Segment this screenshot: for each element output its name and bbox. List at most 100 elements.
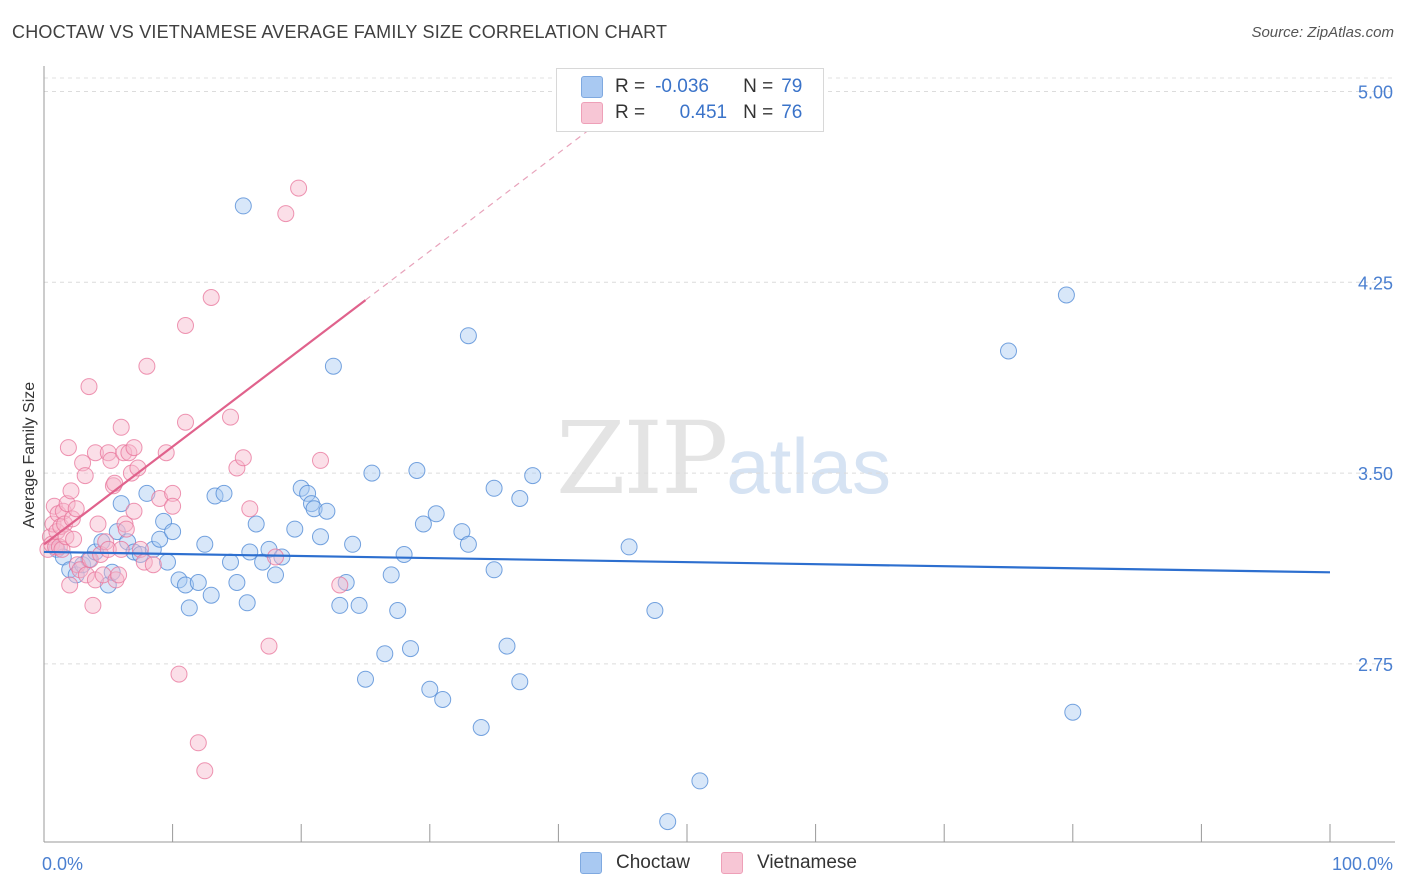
data-point	[84, 596, 102, 614]
stats-legend-row-vietnamese: R = 0.451 N = 76	[581, 101, 802, 125]
stats-legend: R = -0.036 N = 79 R = 0.451 N = 76	[556, 68, 824, 132]
data-point	[63, 510, 81, 528]
data-point	[485, 561, 503, 579]
data-point	[189, 574, 207, 591]
legend-item-choctaw[interactable]: Choctaw	[580, 852, 690, 874]
data-point	[511, 673, 529, 691]
data-point	[1057, 286, 1075, 304]
data-point	[350, 596, 368, 614]
legend-label-choctaw: Choctaw	[616, 852, 690, 873]
vietnamese-swatch	[581, 102, 603, 124]
watermark: ZIPatlas	[556, 400, 891, 517]
n-label: N =	[743, 102, 774, 123]
x-tick-label-max: 100.0%	[1332, 854, 1393, 874]
series-choctaw	[48, 197, 1082, 831]
data-point	[59, 439, 77, 457]
data-point	[421, 680, 439, 698]
x-tick-label-min: 0.0%	[42, 854, 83, 874]
data-point	[202, 586, 220, 604]
data-point	[177, 317, 194, 334]
data-point	[228, 574, 246, 591]
data-point	[202, 289, 220, 306]
tick-labels: 2.75 3.50 4.25 5.00 0.0% 100.0%	[42, 82, 1393, 874]
vietnamese-legend-swatch	[721, 852, 743, 874]
data-point	[177, 413, 194, 431]
data-point	[267, 566, 284, 584]
data-point	[459, 327, 477, 345]
choctaw-swatch	[581, 76, 603, 98]
data-point	[125, 502, 143, 520]
data-point	[331, 596, 349, 614]
data-point	[94, 566, 112, 584]
data-point	[234, 197, 252, 215]
data-point	[164, 523, 182, 541]
y-tick-label: 4.25	[1358, 273, 1393, 293]
data-point	[498, 637, 516, 655]
n-value: 79	[781, 76, 803, 97]
data-point	[299, 484, 317, 502]
r-value: -0.036	[655, 76, 709, 97]
data-point	[646, 602, 664, 619]
data-point	[164, 484, 182, 502]
data-point	[50, 538, 68, 556]
data-point	[222, 408, 239, 426]
r-value: 0.451	[679, 102, 728, 123]
legend-label-vietnamese: Vietnamese	[757, 852, 857, 873]
data-point	[215, 484, 233, 502]
data-point	[234, 449, 252, 467]
data-point	[61, 576, 79, 594]
axes	[43, 66, 1395, 843]
data-point	[277, 205, 295, 223]
n-value: 76	[781, 102, 803, 123]
data-point	[524, 467, 542, 485]
data-point	[414, 515, 432, 533]
stats-legend-row-choctaw: R = -0.036 N = 79	[581, 75, 802, 99]
data-point	[260, 637, 278, 655]
data-point	[459, 535, 477, 553]
data-point	[357, 670, 374, 688]
trend-line-vietnamese	[43, 299, 367, 546]
data-point	[389, 602, 407, 619]
legend-item-vietnamese[interactable]: Vietnamese	[721, 852, 857, 874]
data-point	[238, 594, 256, 612]
data-point	[196, 762, 214, 780]
data-point	[691, 772, 709, 790]
data-point	[170, 665, 188, 683]
trend-lines	[43, 103, 1331, 574]
y-tick-label: 5.00	[1358, 82, 1393, 102]
series-vietnamese	[39, 179, 349, 780]
data-point	[106, 474, 124, 492]
data-point	[324, 357, 342, 375]
data-point	[402, 640, 419, 658]
data-point	[273, 548, 291, 566]
data-point	[120, 444, 138, 462]
y-tick-label: 2.75	[1358, 655, 1393, 675]
data-point	[112, 495, 130, 513]
data-point	[344, 535, 362, 553]
data-point	[620, 538, 638, 556]
data-point	[67, 500, 85, 518]
data-point	[511, 490, 529, 507]
trend-line-vietnamese-extension	[365, 103, 624, 301]
data-point	[376, 645, 394, 663]
data-point	[286, 520, 304, 538]
data-point	[485, 479, 503, 497]
data-point	[180, 599, 198, 617]
data-point	[74, 454, 92, 472]
data-point	[318, 502, 336, 520]
chart-title: CHOCTAW VS VIETNAMESE AVERAGE FAMILY SIZ…	[12, 22, 668, 42]
data-point	[241, 500, 259, 518]
data-point	[86, 444, 104, 462]
data-point	[62, 482, 80, 500]
data-point	[151, 530, 169, 548]
data-point	[1000, 342, 1017, 360]
trend-line-choctaw	[43, 550, 1331, 574]
source-label[interactable]: Source: ZipAtlas.com	[1251, 24, 1394, 41]
data-point	[117, 520, 135, 538]
data-point	[80, 378, 98, 396]
data-point	[395, 546, 413, 563]
data-point	[177, 576, 194, 594]
data-point	[312, 451, 329, 469]
data-point	[312, 528, 329, 546]
data-point	[382, 566, 400, 584]
